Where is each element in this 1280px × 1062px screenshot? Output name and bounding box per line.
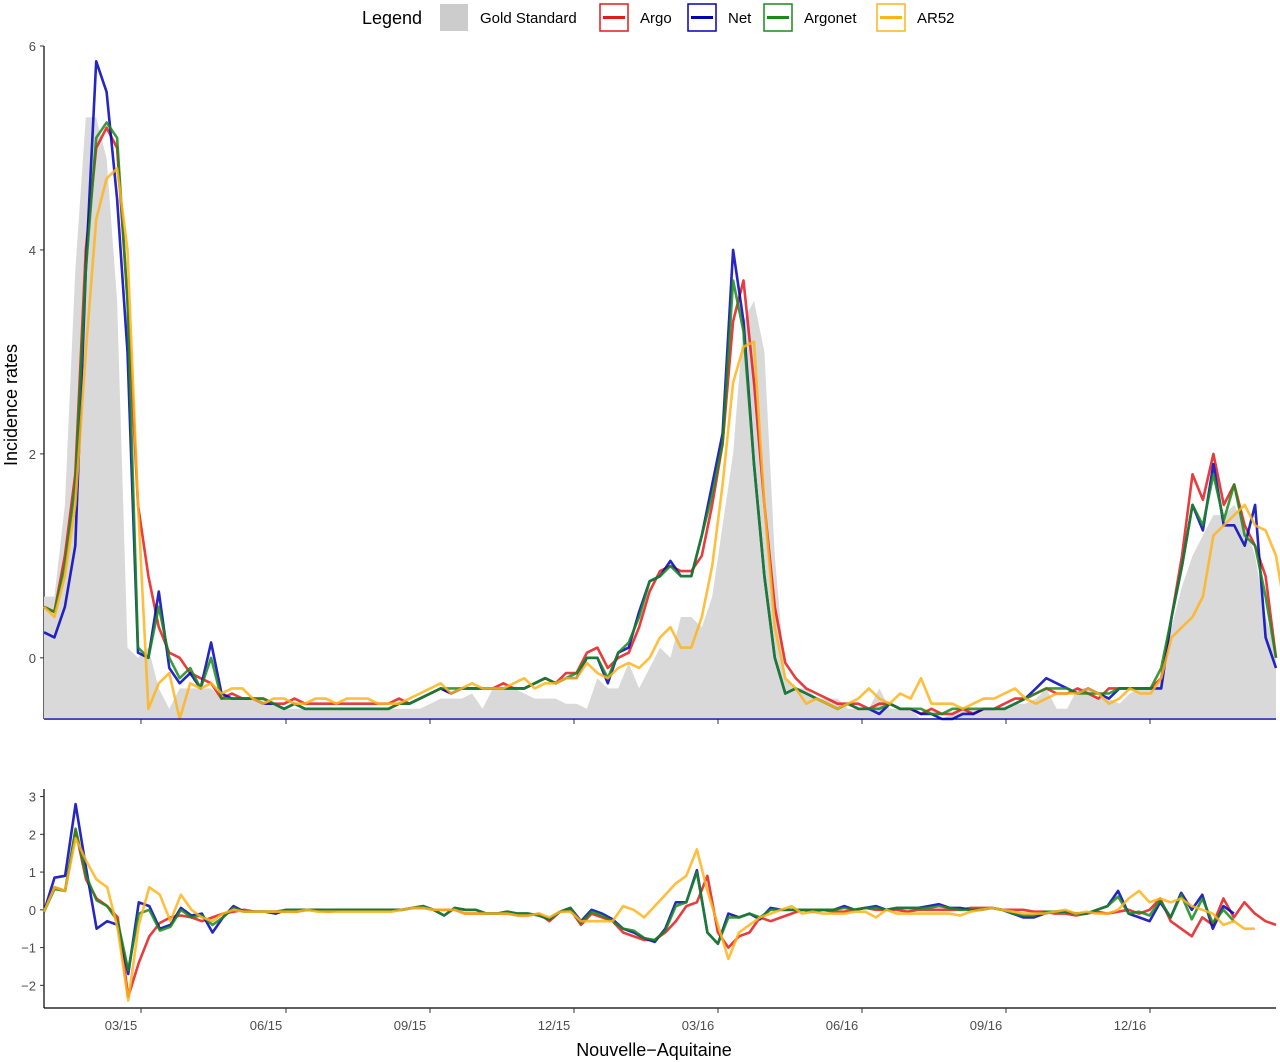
x-tick-label: 06/15 [250,1018,283,1033]
y-tick-label: 4 [29,243,36,258]
x-tick-label: 12/16 [1114,1018,1147,1033]
x-tick-label: 09/15 [394,1018,427,1033]
x-tick-label: 09/16 [970,1018,1003,1033]
series-gold-standard-area [44,117,1276,719]
legend-item-ar52: AR52 [876,3,955,32]
y-axis-title: Incidence rates [1,344,21,466]
legend-label: AR52 [917,10,955,27]
y-tick-label: −1 [21,941,36,956]
series-ar52-line [43,167,1280,721]
series-ar52-line [42,836,1255,1002]
y-tick-label: 3 [29,790,36,805]
y-tick-label: 0 [29,651,36,666]
legend-label: Gold Standard [480,10,577,27]
y-tick-label: 6 [29,39,36,54]
series-argonet-line [43,121,1278,716]
y-tick-label: 1 [29,865,36,880]
y-tick-label: 0 [29,903,36,918]
legend-label: Net [728,10,752,27]
x-tick-label: 03/16 [682,1018,715,1033]
legend-item-gold-standard: Gold Standard [440,4,577,31]
x-axis-title: Nouvelle−Aquitaine [576,1040,732,1060]
legend-item-argonet: Argonet [763,3,857,32]
x-tick-label: 03/15 [105,1018,138,1033]
series-net-line [42,802,1235,976]
legend-label: Argonet [804,10,857,27]
x-tick-label: 12/15 [538,1018,571,1033]
main-panel: 0 2 4 6 [29,39,1280,724]
y-tick-label: 2 [29,447,36,462]
legend-key [440,4,468,31]
series-argo-line [43,126,1278,716]
x-tick-label: 06/16 [826,1018,859,1033]
series-net-line [43,60,1278,721]
legend-title: Legend [362,8,422,28]
legend: Legend Gold Standard Argo Net Argonet AR52 [362,3,955,32]
y-tick-label: −2 [21,978,36,993]
residual-panel: −2 −1 0 1 2 3 03/15 06/15 09/15 12/15 03/16 06/16 09… [21,789,1277,1033]
y-tick-label: 2 [29,827,36,842]
series-argonet-line [42,827,1235,972]
legend-label: Argo [640,10,672,27]
legend-item-argo: Argo [599,3,672,32]
legend-item-net: Net [687,3,752,32]
